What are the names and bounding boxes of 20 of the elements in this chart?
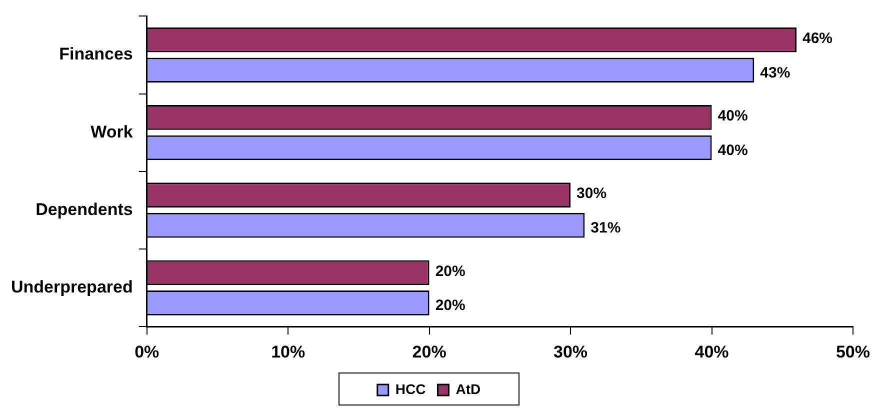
legend-label: AtD <box>456 380 481 397</box>
legend-label: HCC <box>395 380 426 397</box>
x-tick-label: 40% <box>694 342 729 362</box>
x-tick-label: 20% <box>412 342 446 362</box>
data-label: 20% <box>435 297 466 314</box>
data-label: 31% <box>590 219 621 236</box>
data-label: 20% <box>435 262 466 280</box>
x-tick-label: 0% <box>134 342 160 362</box>
y-tick-label: Underprepared <box>10 277 133 296</box>
data-label: 46% <box>802 30 833 48</box>
x-tick-label: 10% <box>271 342 306 362</box>
x-tick-label: 50% <box>836 342 870 362</box>
x-tick-label: 30% <box>554 342 588 362</box>
data-label: 40% <box>718 108 748 125</box>
y-tick-label: Work <box>90 122 134 142</box>
data-label: 43% <box>760 64 790 82</box>
y-tick-label: Dependents <box>36 200 133 219</box>
data-label: 30% <box>576 185 607 202</box>
data-label: 40% <box>718 142 748 159</box>
y-tick-label: Finances <box>59 44 133 64</box>
